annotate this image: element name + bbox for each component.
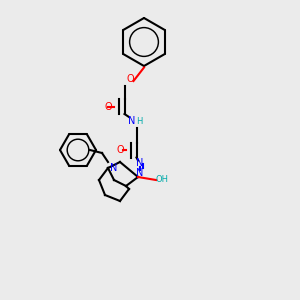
Text: H: H bbox=[136, 117, 143, 126]
Text: N: N bbox=[136, 158, 143, 169]
Text: O: O bbox=[104, 101, 112, 112]
Text: O: O bbox=[127, 74, 134, 85]
Text: N: N bbox=[128, 116, 136, 127]
Text: N: N bbox=[136, 167, 143, 178]
Text: O: O bbox=[116, 145, 124, 155]
Text: OH: OH bbox=[156, 176, 169, 184]
Text: N: N bbox=[110, 163, 118, 173]
